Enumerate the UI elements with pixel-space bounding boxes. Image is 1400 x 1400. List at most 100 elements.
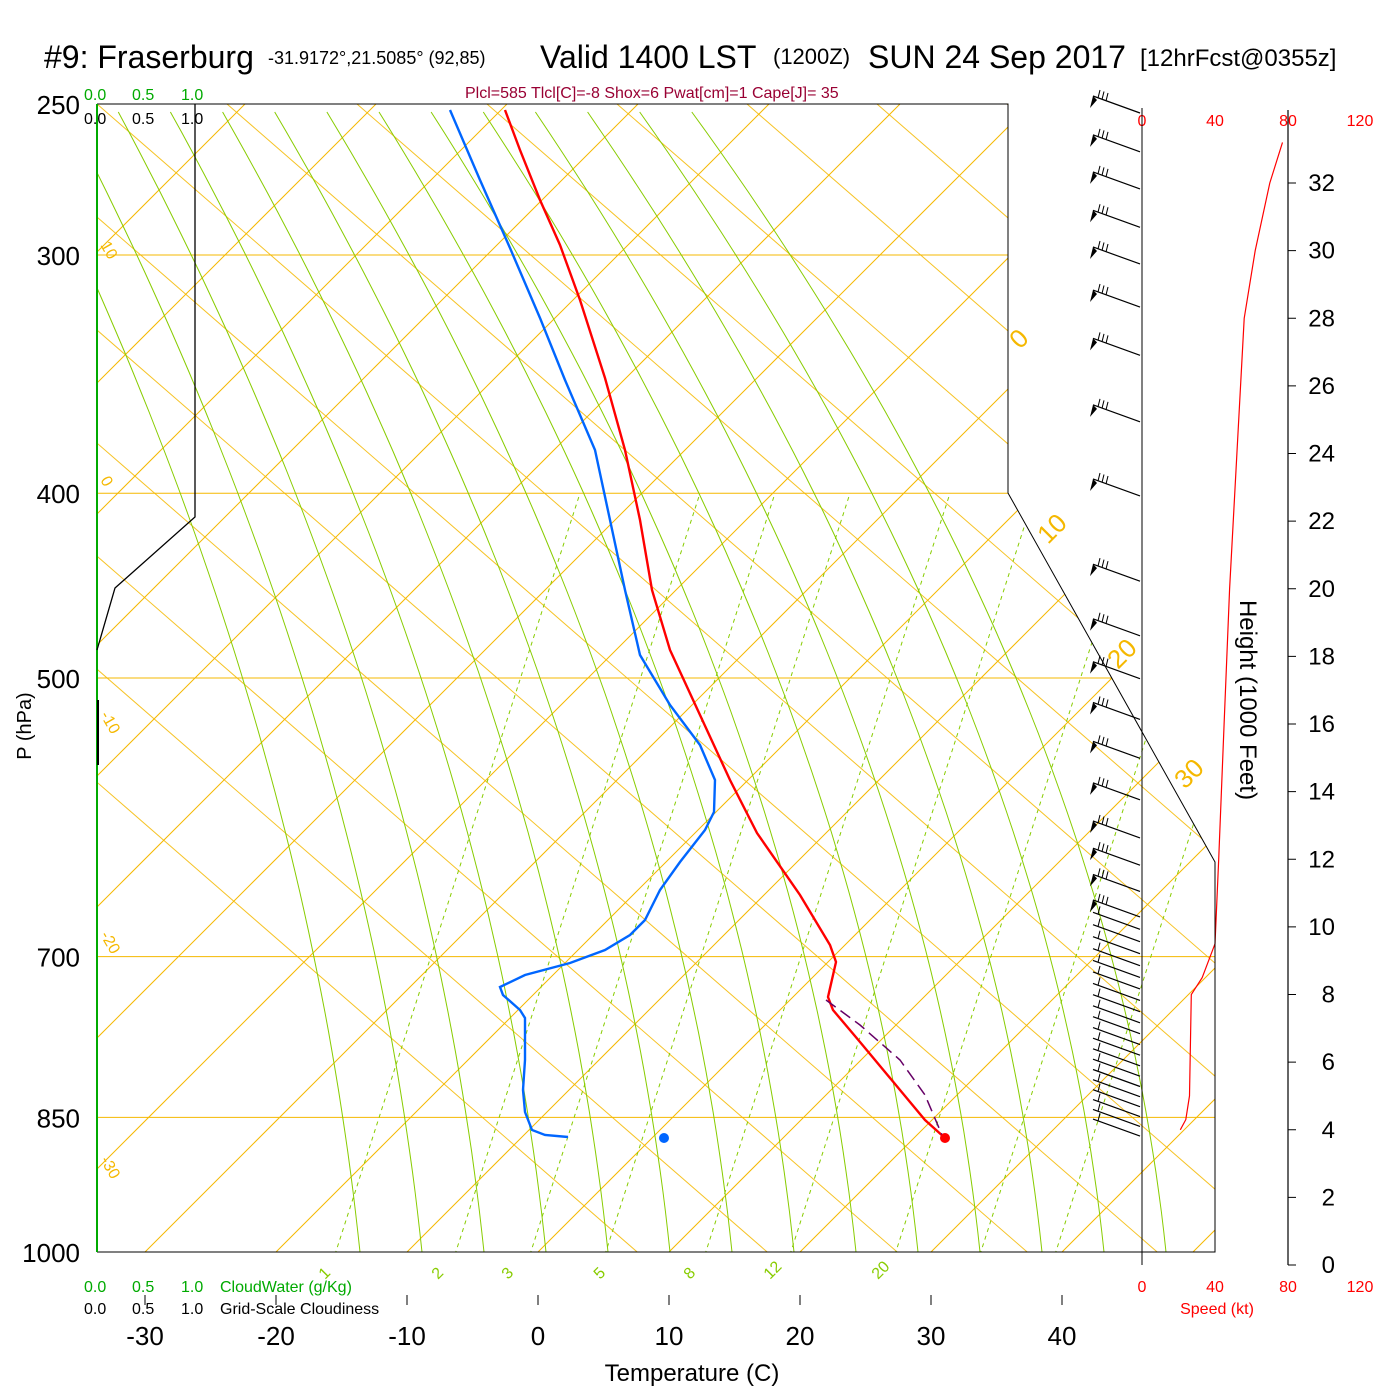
dry-adiabat bbox=[97, 104, 898, 1252]
cloud-scale-top: 0.0 0.5 1.0 0.0 0.5 1.0 bbox=[84, 87, 203, 128]
title-valid: Valid 1400 LST bbox=[540, 39, 756, 75]
wind-barb-feather bbox=[1105, 401, 1109, 410]
height-tick-label-14: 14 bbox=[1308, 779, 1335, 806]
wind-barb-feather bbox=[1097, 128, 1101, 137]
cloud-top-black-0: 0.0 bbox=[84, 111, 106, 128]
speed-scale: 0 40 80 120 0 40 80 120 Speed (kt) bbox=[1138, 113, 1374, 1318]
isotherm-label: -20 bbox=[97, 929, 123, 958]
isotherm-50 bbox=[1192, 104, 1215, 1252]
data-layer bbox=[96, 89, 1284, 1143]
mixing-ratio-line bbox=[1049, 493, 1215, 1252]
temp-tick-label-40: 40 bbox=[1048, 1321, 1077, 1351]
wind-barb-staff bbox=[1092, 1005, 1141, 1024]
wind-barb-staff bbox=[1092, 1079, 1141, 1098]
title-station: #9: Fraserburg bbox=[44, 39, 254, 75]
speed-bottom-40: 40 bbox=[1206, 1279, 1224, 1296]
speed-bottom-120: 120 bbox=[1347, 1279, 1374, 1296]
stats-line: Plcl=585 Tlcl[C]=-8 Shox=6 Pwat[cm]=1 Ca… bbox=[465, 85, 839, 102]
wind-barb-staff bbox=[1092, 289, 1141, 308]
wind-barb-staff bbox=[1092, 478, 1141, 497]
wind-barb-feather bbox=[1105, 286, 1109, 296]
moist-adiabat bbox=[430, 111, 857, 1252]
wind-barb bbox=[1092, 1010, 1141, 1035]
wind-barb-flag bbox=[1090, 702, 1097, 715]
wind-barb-staff bbox=[1092, 171, 1141, 190]
wind-barb-feather bbox=[1097, 283, 1101, 293]
cloud-top-black-2: 1.0 bbox=[181, 111, 203, 128]
dry-adiabat bbox=[97, 104, 1158, 1252]
height-tick-label-30: 30 bbox=[1308, 238, 1335, 265]
series-parcel bbox=[825, 999, 943, 1136]
temp-tick-label--20: -20 bbox=[257, 1321, 295, 1351]
wind-barb-feather bbox=[1105, 207, 1109, 216]
wind-barb bbox=[1092, 1083, 1141, 1108]
wind-barb-staff bbox=[1092, 95, 1141, 114]
wind-barb bbox=[1090, 612, 1141, 637]
wind-barb-staff bbox=[1092, 1058, 1141, 1077]
mixing-ratio-line bbox=[784, 493, 1036, 1252]
wind-barb-flag bbox=[1090, 338, 1097, 351]
wind-barb-feather bbox=[1105, 92, 1109, 102]
wind-barb-feather bbox=[1101, 895, 1105, 904]
cloud-top-green-0: 0.0 bbox=[84, 87, 106, 104]
wind-barb bbox=[1090, 89, 1141, 114]
wind-barb-feather bbox=[1097, 942, 1101, 951]
wind-barb-staff bbox=[1092, 936, 1141, 955]
wind-barb-flag bbox=[1090, 404, 1097, 417]
wind-barb bbox=[1090, 696, 1141, 721]
wind-barb-feather bbox=[1105, 871, 1109, 880]
moist-adiabat bbox=[534, 111, 981, 1252]
temp-tick-label--30: -30 bbox=[126, 1321, 164, 1351]
mixing-ratio-label: 8 bbox=[681, 1264, 699, 1282]
wind-barb-staff bbox=[1092, 948, 1141, 967]
mixing-ratio-line bbox=[974, 493, 1215, 1252]
wind-barb-flag bbox=[1090, 478, 1097, 491]
mixing-ratio-line bbox=[599, 493, 851, 1252]
frame-layer bbox=[96, 103, 1216, 1253]
wind-barb-feather bbox=[1097, 472, 1101, 482]
moist-adiabat bbox=[482, 111, 919, 1252]
cloudiness-label: Grid-Scale Cloudiness bbox=[220, 1301, 379, 1318]
cloud-scale-bottom: 0.0 0.5 1.0 CloudWater (g/Kg) 0.0 0.5 1.… bbox=[84, 1279, 379, 1318]
temp-tick-label-0: 0 bbox=[531, 1321, 545, 1351]
height-tick-label-8: 8 bbox=[1322, 982, 1335, 1009]
wind-barb-staff bbox=[1092, 1068, 1141, 1088]
isotherm-label: -30 bbox=[97, 1154, 123, 1183]
wind-barb-staff bbox=[1092, 994, 1141, 1013]
wind-barb-feather bbox=[1105, 475, 1109, 485]
dry-adiabat bbox=[97, 104, 638, 1252]
wind-barb-feather bbox=[1097, 1053, 1101, 1062]
wind-barb-feather bbox=[1105, 658, 1109, 667]
height-tick-label-16: 16 bbox=[1308, 711, 1335, 738]
height-tick-label-26: 26 bbox=[1308, 373, 1335, 400]
wind-barb-feather bbox=[1097, 1112, 1101, 1122]
isotherm-20 bbox=[799, 104, 1215, 1252]
wind-barb-feather bbox=[1101, 843, 1105, 852]
wind-barb-staff bbox=[1092, 924, 1141, 943]
isotherm-30 bbox=[930, 104, 1215, 1252]
wind-barb-feather bbox=[1097, 893, 1101, 903]
isotherm--50 bbox=[97, 104, 1032, 1252]
mixing-ratio-label: 12 bbox=[761, 1258, 786, 1283]
wind-barb-feather bbox=[1101, 130, 1105, 139]
wind-barb-staff bbox=[1092, 701, 1141, 721]
wind-barb-feather bbox=[1105, 738, 1109, 747]
wind-barb-feather bbox=[1105, 243, 1109, 253]
wind-barb bbox=[1090, 398, 1141, 423]
height-tick-label-12: 12 bbox=[1308, 846, 1335, 873]
wind-barb-staff bbox=[1092, 899, 1141, 918]
wind-barb-feather bbox=[1097, 612, 1101, 621]
cloudiness-line bbox=[96, 104, 196, 651]
height-axis-label: Height (1000 Feet) bbox=[1234, 600, 1261, 800]
wind-barb-flag bbox=[1090, 171, 1097, 184]
moist-adiabat bbox=[222, 111, 609, 1252]
wind-barb bbox=[1092, 1112, 1141, 1137]
mixing-ratio-label: 20 bbox=[869, 1258, 894, 1283]
moist-adiabat bbox=[378, 111, 795, 1252]
speed-top-120: 120 bbox=[1347, 113, 1374, 130]
height-tick-label-6: 6 bbox=[1322, 1049, 1335, 1076]
height-tick-label-2: 2 bbox=[1322, 1184, 1335, 1211]
title-coords: -31.9172°,21.5085° (92,85) bbox=[268, 48, 486, 68]
wind-barb bbox=[1092, 918, 1141, 943]
